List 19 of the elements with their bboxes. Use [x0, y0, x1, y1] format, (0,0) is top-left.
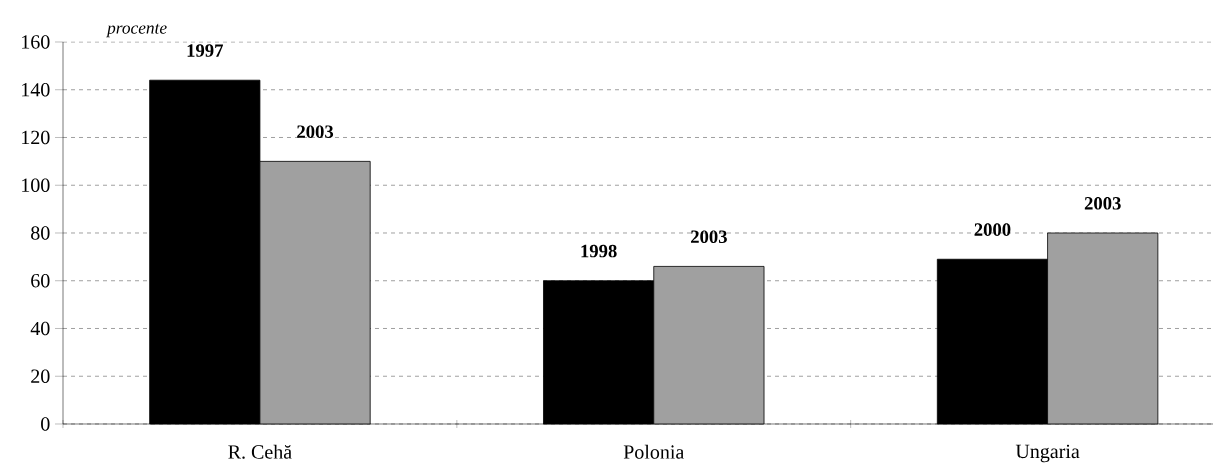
x-tick-label: Ungaria — [1015, 444, 1080, 463]
annotation: 2003 — [691, 230, 727, 244]
annotation: 2003 — [1084, 197, 1121, 210]
annotation: 2003 — [297, 125, 334, 138]
y-tick-label: 0 — [41, 417, 50, 431]
y-tick-label: 140 — [22, 82, 50, 97]
annotation: 1997 — [187, 44, 224, 57]
y-axis-title: procente — [106, 23, 167, 38]
y-tick-label: 120 — [22, 130, 50, 145]
x-tick-label: Polonia — [623, 444, 685, 459]
annotation: 1998 — [581, 244, 617, 258]
y-tick-label: 100 — [22, 178, 50, 192]
y-tick-label: 40 — [30, 321, 50, 336]
annotation: 2000 — [974, 223, 1011, 236]
x-tick-label: R. Cehă — [228, 444, 292, 459]
y-tick-label: 80 — [31, 226, 50, 240]
y-tick-label: 160 — [22, 35, 50, 49]
y-tick-label: 60 — [31, 273, 50, 288]
y-tick-label: 20 — [31, 369, 50, 383]
